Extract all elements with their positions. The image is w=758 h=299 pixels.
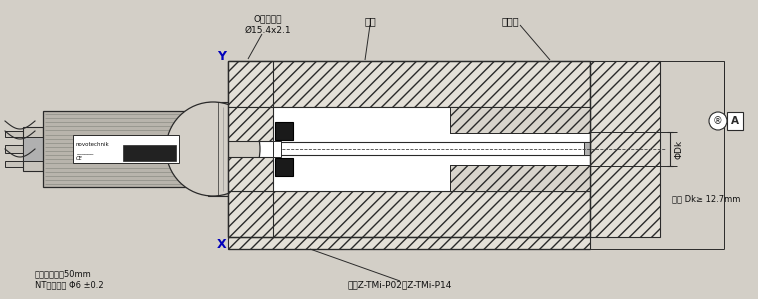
Bar <box>590 61 660 237</box>
Bar <box>274 142 590 155</box>
Bar <box>584 142 590 155</box>
Bar <box>191 119 203 179</box>
Bar <box>275 158 293 176</box>
Text: novotechnik: novotechnik <box>76 141 110 147</box>
Text: 电缆弯曲直徉50mm: 电缆弯曲直徉50mm <box>35 269 92 278</box>
Circle shape <box>709 112 727 130</box>
Text: 油缸: 油缸 <box>364 16 376 26</box>
Bar <box>727 112 743 130</box>
Bar <box>450 165 590 191</box>
Text: NT标准电缆 Φ6 ±0.2: NT标准电缆 Φ6 ±0.2 <box>35 280 104 289</box>
Text: CE: CE <box>76 156 83 161</box>
Bar <box>73 135 179 163</box>
Text: A: A <box>731 116 739 126</box>
Circle shape <box>166 102 260 196</box>
Text: 注： Dk≥ 12.7mm: 注： Dk≥ 12.7mm <box>672 195 741 204</box>
Bar <box>228 237 590 249</box>
Bar <box>228 107 590 191</box>
Bar <box>228 61 590 107</box>
Text: ®: ® <box>713 116 723 126</box>
Text: Ø15.4x2.1: Ø15.4x2.1 <box>245 25 291 34</box>
Text: Y: Y <box>218 51 227 63</box>
Bar <box>228 107 273 141</box>
Text: X: X <box>218 237 227 251</box>
Text: 活塞杆: 活塞杆 <box>501 16 518 26</box>
Bar <box>228 191 590 237</box>
Bar <box>23 137 43 161</box>
Bar <box>5 131 23 137</box>
Bar <box>228 191 273 237</box>
Text: 磁块Z-TMi-P02或Z-TMi-P14: 磁块Z-TMi-P02或Z-TMi-P14 <box>348 280 453 289</box>
Text: ━━━━━━: ━━━━━━ <box>76 152 93 156</box>
Bar <box>191 129 203 169</box>
Bar <box>228 157 273 191</box>
Text: O型密封圈: O型密封圈 <box>254 14 282 24</box>
Bar <box>228 61 273 107</box>
Bar <box>5 145 23 153</box>
Bar <box>43 111 191 187</box>
Bar <box>5 161 23 167</box>
Bar <box>275 122 293 140</box>
Bar <box>450 107 590 133</box>
Bar <box>273 141 281 157</box>
Bar <box>208 102 230 196</box>
Bar <box>23 127 43 171</box>
Bar <box>123 145 176 161</box>
Text: ΦDk: ΦDk <box>675 139 684 158</box>
